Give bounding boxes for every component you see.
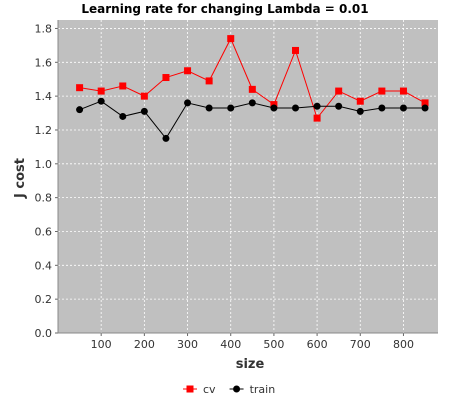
data-point-train [421,104,429,112]
x-tick-label: 700 [350,338,371,351]
data-point-train [313,102,321,110]
data-point-train [356,107,364,115]
chart-title: Learning rate for changing Lambda = 0.01 [81,2,368,16]
legend-marker-cv [186,385,194,393]
data-point-train [248,99,256,107]
data-point-cv [140,92,148,100]
y-tick-label: 0.4 [35,259,53,272]
legend-item-cv: cv [183,383,216,396]
x-tick-label: 600 [307,338,328,351]
x-tick-label: 200 [134,338,155,351]
y-tick-label: 1.2 [35,124,53,137]
y-tick-label: 1.4 [35,90,53,103]
data-point-train [292,104,299,112]
data-point-cv [162,74,170,82]
data-point-train [119,112,127,120]
y-tick-label: 0.2 [35,293,53,306]
data-point-train [270,104,278,112]
data-point-cv [205,77,213,85]
y-tick-label: 1.0 [35,158,53,171]
y-axis-label: J cost [13,158,28,199]
x-axis-label: size [236,357,265,372]
data-point-cv [356,97,364,105]
axes [55,20,438,336]
y-tick-label: 1.6 [35,56,53,69]
y-tick-label: 0.0 [35,327,53,340]
y-tick-label: 0.6 [35,225,53,238]
data-point-train [97,97,105,105]
data-point-cv [399,87,407,95]
data-point-train [140,107,148,115]
data-point-train [184,99,192,107]
x-tick-label: 800 [393,338,414,351]
data-point-train [76,106,84,114]
data-point-train [205,104,213,112]
x-tick-label: 300 [177,338,198,351]
legend-label-cv: cv [203,383,216,396]
data-point-train [162,134,170,142]
legend: cv train [183,383,275,396]
x-tick-label: 100 [91,338,112,351]
data-point-cv [227,35,235,43]
tick-labels: 100 200 300 400 500 600 700 800 0.0 0.2 0.4 0.6 0.8 1… [35,22,414,351]
data-point-cv [292,46,299,54]
data-point-cv [378,87,386,95]
legend-marker-train [233,385,241,393]
series-train [76,97,429,142]
legend-item-train: train [229,383,276,396]
series-layer [76,35,429,142]
data-point-cv [335,87,343,95]
data-point-train [335,102,343,110]
data-point-cv [184,67,192,75]
data-point-cv [76,84,84,92]
data-point-cv [313,114,321,122]
data-point-cv [421,99,429,107]
plot-area [58,20,438,333]
y-tick-label: 0.8 [35,192,53,205]
data-point-train [378,104,386,112]
data-point-cv [248,85,256,93]
data-point-cv [97,87,105,95]
y-tick-label: 1.8 [35,22,53,35]
x-tick-label: 500 [263,338,284,351]
data-point-cv [119,82,127,90]
data-point-train [399,104,407,112]
data-point-train [227,104,235,112]
x-tick-label: 400 [220,338,241,351]
legend-label-train: train [250,383,276,396]
grid-lines [58,20,438,334]
